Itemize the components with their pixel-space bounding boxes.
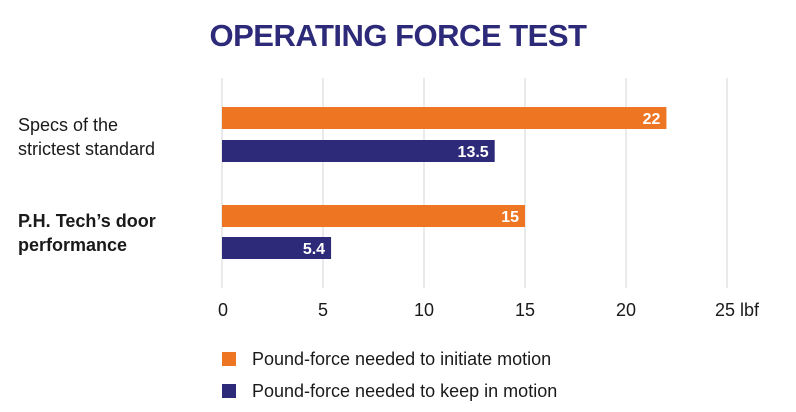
chart-title: OPERATING FORCE TEST <box>209 18 587 53</box>
bar-value-label: 5.4 <box>303 241 325 258</box>
legend-label-initiate: Pound-force needed to initiate motion <box>252 348 552 369</box>
x-tick-label: 25 lbf <box>715 300 760 320</box>
legend-item-initiate: Pound-force needed to initiate motion <box>222 346 557 372</box>
bar <box>222 140 495 162</box>
x-tick-label: 15 <box>515 300 535 320</box>
legend-item-keep: Pound-force needed to keep in motion <box>222 378 557 404</box>
category-label-line: strictest standard <box>18 139 156 159</box>
legend: Pound-force needed to initiate motion Po… <box>222 346 557 410</box>
legend-label-keep: Pound-force needed to keep in motion <box>252 380 558 401</box>
category-label-line: P.H. Tech’s door <box>18 211 156 231</box>
bar <box>222 237 332 259</box>
x-tick-label: 20 <box>616 300 636 320</box>
category-label-line: performance <box>18 235 128 255</box>
x-tick-label: 10 <box>414 300 434 320</box>
bar-value-label: 13.5 <box>458 144 489 161</box>
bar-value-label: 15 <box>501 209 519 226</box>
category-label-standard: Specs of the strictest standard <box>18 113 218 161</box>
category-label-phtech: P.H. Tech’s door performance <box>18 209 218 257</box>
legend-swatch-keep <box>222 384 236 398</box>
x-tick-label: 0 <box>218 300 228 320</box>
bar <box>222 205 525 227</box>
legend-swatch-initiate <box>222 352 236 366</box>
x-tick-label: 5 <box>318 300 328 320</box>
category-label-line: Specs of the <box>18 115 119 135</box>
bar-value-label: 22 <box>643 111 661 128</box>
bar <box>222 107 667 129</box>
